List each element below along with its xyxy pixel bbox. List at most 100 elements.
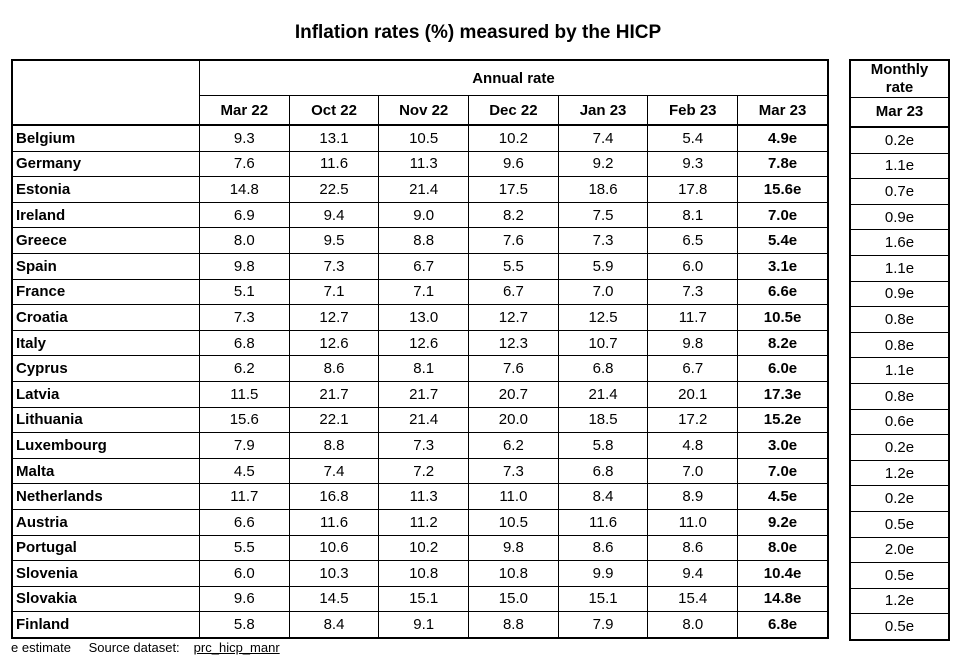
monthly-value-cell: 1.6e [849,229,950,256]
value-cell: 10.4e [737,560,829,587]
value-cell: 6.7 [468,278,559,306]
table-row: Portugal 5.5 10.6 10.2 9.8 8.6 8.6 8.0e [11,534,829,562]
value-cell: 5.1 [198,278,290,306]
table-row: 0.9e [849,280,950,308]
table-row: Luxembourg 7.9 8.8 7.3 6.2 5.8 4.8 3.0e [11,432,829,459]
value-cell: 8.0e [737,534,829,562]
country-cell: Latvia [11,380,200,408]
value-cell: 9.8 [198,252,290,280]
value-cell: 8.8 [288,432,380,459]
value-cell: 9.5 [288,227,380,254]
source-link[interactable]: prc_hicp_manr [193,640,280,655]
value-cell: 3.0e [737,432,829,459]
value-cell: 10.8 [378,560,470,587]
value-cell: 12.6 [288,329,380,357]
value-cell: 8.0 [647,611,739,639]
value-cell: 21.4 [557,380,649,408]
value-cell: 7.5 [557,201,649,229]
table-row: 1.2e [849,587,950,615]
value-cell: 9.0 [378,201,470,229]
table-row: Germany 7.6 11.6 11.3 9.6 9.2 9.3 7.8e [11,150,829,178]
value-cell: 21.7 [378,380,470,408]
value-cell: 21.4 [378,406,470,434]
table-row: Belgium 9.3 13.1 10.5 10.2 7.4 5.4 4.9e [11,124,829,152]
value-cell: 6.0 [198,560,290,587]
value-cell: 9.2e [737,508,829,536]
value-cell: 18.6 [557,176,649,203]
value-cell: 6.8e [737,611,829,639]
table-row: Ireland 6.9 9.4 9.0 8.2 7.5 8.1 7.0e [11,201,829,229]
value-cell: 4.8 [647,432,739,459]
value-cell: 20.0 [468,406,559,434]
country-cell: France [11,278,200,306]
value-cell: 11.7 [198,483,290,510]
value-cell: 8.4 [557,483,649,510]
value-cell: 12.5 [557,304,649,331]
value-cell: 7.8e [737,150,829,178]
table-row: 0.5e [849,562,950,589]
monthly-value-cell: 0.9e [849,280,950,308]
value-cell: 6.6e [737,278,829,306]
value-cell: 6.9 [198,201,290,229]
monthly-value-cell: 0.2e [849,126,950,154]
value-cell: 6.0e [737,355,829,382]
country-cell: Ireland [11,201,200,229]
annual-rate-table: Annual rate Mar 22 Oct 22 Nov 22 Dec 22 Jan … [11,59,829,639]
monthly-rate-header: Monthly rate [849,59,950,98]
table-row: 0.2e [849,434,950,461]
value-cell: 11.5 [198,380,290,408]
country-cell: Finland [11,611,200,639]
monthly-value-cell: 2.0e [849,536,950,564]
country-cell: Italy [11,329,200,357]
value-cell: 7.4 [288,457,380,485]
value-cell: 20.7 [468,380,559,408]
value-cell: 11.6 [288,150,380,178]
value-cell: 6.8 [557,457,649,485]
value-cell: 13.0 [378,304,470,331]
monthly-rate-table: Monthly rate Mar 23 0.2e 1.1e 0.7e 0.9e 1.6e… [849,59,950,641]
estimate-note: e estimate [11,640,71,655]
value-cell: 9.3 [647,150,739,178]
table-row: 1.1e [849,357,950,384]
value-cell: 15.1 [557,585,649,613]
table-row: 0.8e [849,331,950,359]
value-cell: 17.8 [647,176,739,203]
monthly-value-cell: 0.5e [849,510,950,538]
value-cell: 4.5e [737,483,829,510]
value-cell: 9.4 [288,201,380,229]
country-cell: Greece [11,227,200,254]
value-cell: 7.4 [557,124,649,152]
value-cell: 7.3 [378,432,470,459]
table-row: Slovenia 6.0 10.3 10.8 10.8 9.9 9.4 10.4e [11,560,829,587]
value-cell: 9.8 [647,329,739,357]
value-cell: 4.9e [737,124,829,152]
value-cell: 10.2 [468,124,559,152]
value-cell: 7.6 [468,227,559,254]
value-cell: 12.7 [468,304,559,331]
value-cell: 8.1 [647,201,739,229]
value-cell: 5.5 [468,252,559,280]
value-cell: 7.3 [468,457,559,485]
table-row: 0.8e [849,382,950,410]
value-cell: 15.6e [737,176,829,203]
monthly-rate-body: 0.2e 1.1e 0.7e 0.9e 1.6e 1.1e 0.9e 0.8e 0.8e 1.1e… [849,126,950,641]
country-cell: Spain [11,252,200,280]
value-cell: 5.4 [647,124,739,152]
table-row: Austria 6.6 11.6 11.2 10.5 11.6 11.0 9.2e [11,508,829,536]
table-row: 0.8e [849,306,950,333]
table-row: Latvia 11.5 21.7 21.7 20.7 21.4 20.1 17.3e [11,380,829,408]
value-cell: 14.5 [288,585,380,613]
value-cell: 9.8 [468,534,559,562]
value-cell: 8.2 [468,201,559,229]
value-cell: 6.2 [468,432,559,459]
table-row: 2.0e [849,536,950,564]
country-cell: Germany [11,150,200,178]
table-row: Netherlands 11.7 16.8 11.3 11.0 8.4 8.9 4.5e [11,483,829,510]
value-cell: 6.8 [557,355,649,382]
value-cell: 17.2 [647,406,739,434]
column-header: Jan 23 [557,95,649,126]
value-cell: 7.3 [647,278,739,306]
value-cell: 9.3 [198,124,290,152]
value-cell: 8.0 [198,227,290,254]
value-cell: 15.1 [378,585,470,613]
